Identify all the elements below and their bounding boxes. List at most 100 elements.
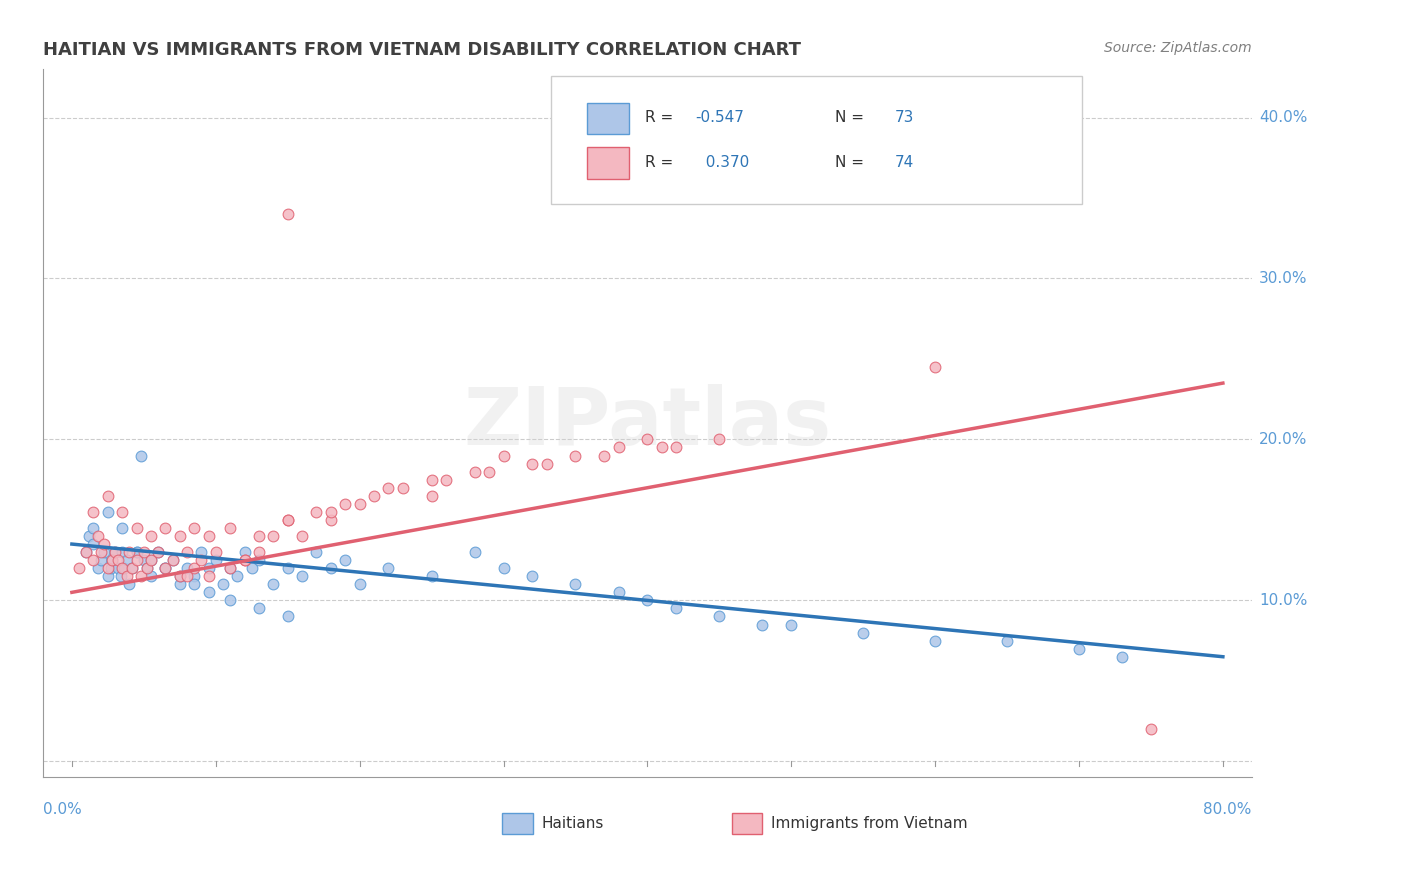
Point xyxy=(125,553,148,567)
Point xyxy=(219,561,242,575)
Point xyxy=(90,553,112,567)
Point xyxy=(492,449,515,463)
Point xyxy=(593,449,616,463)
Text: N =: N = xyxy=(835,110,869,125)
Point xyxy=(391,481,413,495)
Point xyxy=(305,505,328,519)
Point xyxy=(665,441,688,455)
Point xyxy=(67,561,90,575)
Point xyxy=(636,593,658,607)
Point xyxy=(219,561,242,575)
Point xyxy=(305,545,328,559)
Point xyxy=(665,601,688,615)
Point xyxy=(111,521,134,535)
Point xyxy=(564,449,586,463)
Point xyxy=(1111,649,1133,664)
Point xyxy=(277,609,299,624)
Point xyxy=(139,569,162,583)
Point xyxy=(1067,641,1090,656)
Text: 74: 74 xyxy=(896,155,914,170)
Text: R =: R = xyxy=(645,110,678,125)
Point xyxy=(82,553,104,567)
Point xyxy=(155,521,177,535)
Point xyxy=(277,561,299,575)
Point xyxy=(183,561,205,575)
Point xyxy=(1140,722,1163,736)
Text: -0.547: -0.547 xyxy=(696,110,745,125)
Point xyxy=(155,561,177,575)
Point xyxy=(226,569,249,583)
Point xyxy=(75,545,97,559)
Text: 73: 73 xyxy=(896,110,914,125)
Point xyxy=(115,553,138,567)
Point xyxy=(118,577,141,591)
Bar xyxy=(586,103,630,135)
Point xyxy=(995,633,1018,648)
Point xyxy=(197,529,219,543)
Point xyxy=(319,513,342,527)
FancyBboxPatch shape xyxy=(551,77,1083,203)
Point xyxy=(240,561,263,575)
Point xyxy=(924,359,946,374)
Point xyxy=(464,545,486,559)
Point xyxy=(82,521,104,535)
Point xyxy=(155,561,177,575)
Text: 80.0%: 80.0% xyxy=(1204,802,1251,816)
Point xyxy=(107,553,129,567)
Point xyxy=(262,577,284,591)
Point xyxy=(536,457,558,471)
Point xyxy=(82,505,104,519)
Point xyxy=(233,553,256,567)
Point xyxy=(104,545,127,559)
Text: 0.370: 0.370 xyxy=(696,155,749,170)
Point xyxy=(121,561,143,575)
Point xyxy=(335,497,357,511)
Point xyxy=(176,545,198,559)
Point xyxy=(478,465,501,479)
Point xyxy=(492,561,515,575)
Point xyxy=(277,513,299,527)
Point xyxy=(125,545,148,559)
Point xyxy=(93,537,115,551)
Point xyxy=(110,569,132,583)
Point xyxy=(162,553,184,567)
Point xyxy=(319,561,342,575)
Point xyxy=(420,473,443,487)
Point xyxy=(377,481,399,495)
Point xyxy=(197,569,219,583)
Point xyxy=(183,521,205,535)
Point xyxy=(247,553,270,567)
Point xyxy=(104,545,127,559)
Point xyxy=(176,569,198,583)
Point xyxy=(169,529,191,543)
Point xyxy=(277,207,299,221)
Text: 0.0%: 0.0% xyxy=(44,802,82,816)
Point xyxy=(349,497,371,511)
Text: 20.0%: 20.0% xyxy=(1258,432,1308,447)
Point xyxy=(169,569,191,583)
Point xyxy=(197,561,219,575)
Point xyxy=(176,561,198,575)
Point xyxy=(135,561,157,575)
Point xyxy=(139,529,162,543)
Text: ZIPatlas: ZIPatlas xyxy=(463,384,831,462)
Text: 30.0%: 30.0% xyxy=(1258,271,1308,286)
Point xyxy=(132,545,155,559)
Point xyxy=(129,569,152,583)
Point xyxy=(190,553,212,567)
Bar xyxy=(733,813,762,834)
Point xyxy=(75,545,97,559)
Text: 40.0%: 40.0% xyxy=(1258,110,1308,125)
Point xyxy=(169,577,191,591)
Point xyxy=(97,569,120,583)
Point xyxy=(112,561,135,575)
Point xyxy=(564,577,586,591)
Point xyxy=(335,553,357,567)
Text: 10.0%: 10.0% xyxy=(1258,593,1308,608)
Point xyxy=(219,521,242,535)
Point xyxy=(434,473,457,487)
Point xyxy=(262,529,284,543)
Point xyxy=(90,545,112,559)
Point xyxy=(125,545,148,559)
Point xyxy=(97,561,120,575)
